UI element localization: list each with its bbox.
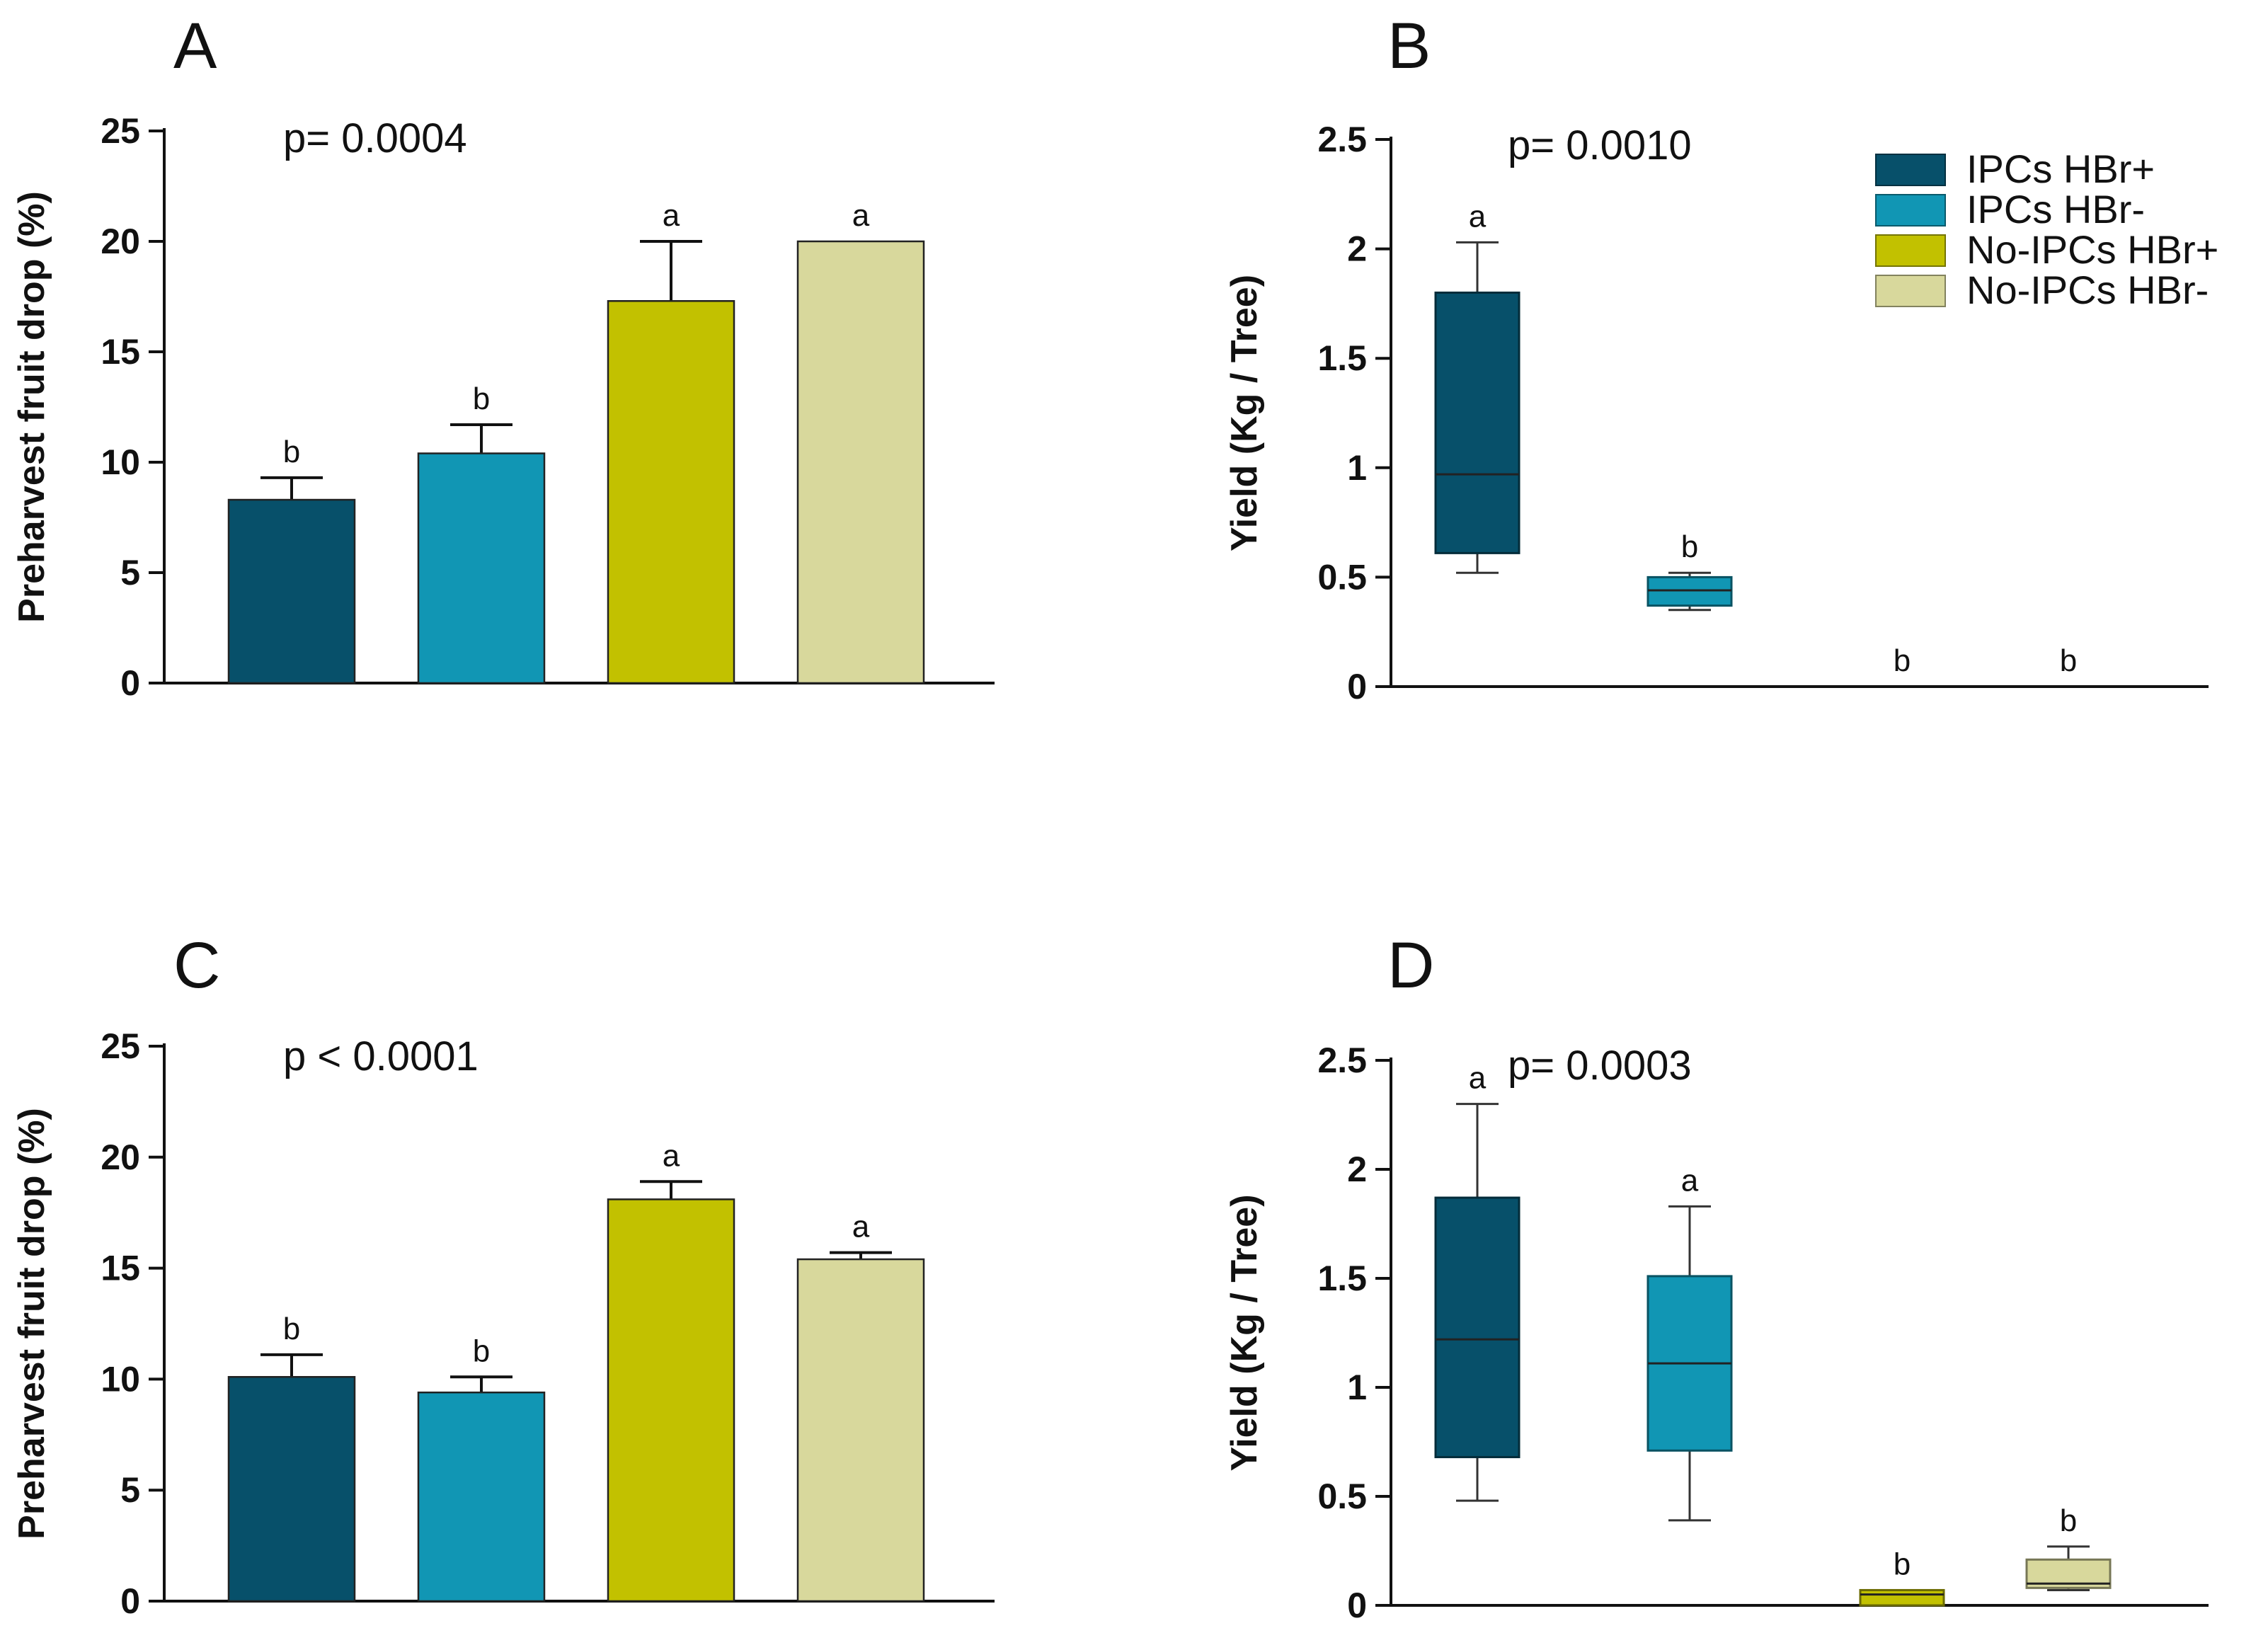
bar: [607, 299, 735, 684]
y-tick-label: 0: [120, 663, 140, 703]
legend-label: No-IPCs HBr+: [1966, 227, 2218, 272]
legend: IPCs HBr+IPCs HBr-No-IPCs HBr+No-IPCs HB…: [1875, 147, 2218, 312]
box: [1434, 1196, 1520, 1459]
y-tick-label: 15: [101, 332, 140, 372]
y-tick-label: 10: [101, 442, 140, 482]
y-tick-label: 25: [101, 1026, 140, 1066]
y-tick-label: 10: [101, 1359, 140, 1399]
legend-swatch: [1875, 194, 1946, 227]
y-tick-label: 2.5: [1317, 120, 1367, 159]
significance-letter: b: [1894, 1547, 1911, 1581]
significance-letter: a: [852, 1210, 870, 1244]
y-axis-label: Preharvest fruit drop (%): [11, 1108, 52, 1540]
p-value-text: p= 0.0004: [283, 115, 467, 161]
bar: [607, 1198, 735, 1603]
significance-letter: a: [1681, 1163, 1699, 1198]
significance-letter: b: [2060, 643, 2077, 678]
y-tick-label: 2.5: [1317, 1041, 1367, 1080]
box: [1859, 1588, 1945, 1607]
y-tick-label: 20: [101, 1137, 140, 1177]
significance-letter: b: [283, 1312, 300, 1346]
p-value-text: p= 0.0003: [1508, 1043, 1692, 1089]
significance-letter: a: [1469, 199, 1487, 234]
bar: [417, 452, 546, 684]
bar: [796, 1258, 925, 1603]
panel-letter: B: [1387, 10, 1431, 82]
y-axis-label: Yield (Kg / Tree): [1224, 1194, 1265, 1471]
bar: [227, 498, 356, 684]
y-tick-label: 20: [101, 222, 140, 261]
panel-letter: D: [1387, 929, 1434, 1002]
p-value-text: p= 0.0010: [1508, 122, 1692, 168]
y-tick-label: 0: [1347, 1586, 1367, 1625]
y-tick-label: 5: [120, 1470, 140, 1510]
panel-letter: A: [173, 10, 217, 82]
significance-letter: a: [852, 198, 870, 233]
significance-letter: a: [663, 198, 680, 233]
y-tick-label: 15: [101, 1249, 140, 1288]
legend-swatch: [1875, 275, 1946, 307]
legend-swatch: [1875, 234, 1946, 267]
bar: [417, 1391, 546, 1603]
legend-label: IPCs HBr-: [1966, 187, 2145, 231]
box: [1646, 575, 1733, 607]
y-tick-label: 5: [120, 553, 140, 592]
significance-letter: a: [663, 1138, 680, 1173]
y-axis-label: Yield (Kg / Tree): [1224, 275, 1265, 551]
significance-letter: b: [2060, 1503, 2077, 1538]
y-tick-label: 1: [1347, 1368, 1367, 1407]
y-tick-label: 0: [1347, 667, 1367, 706]
p-value-text: p < 0.0001: [283, 1033, 479, 1079]
bar: [227, 1376, 356, 1603]
y-tick-label: 25: [101, 111, 140, 151]
y-tick-label: 2: [1347, 229, 1367, 269]
panel-b: Bp= 0.0010 Yield (Kg / Tree) 0 0.5 1 1.5 2 2.5 a…: [1224, 10, 2209, 706]
significance-letter: b: [1681, 529, 1698, 564]
significance-letter: a: [1469, 1061, 1487, 1096]
panel-a: Ap= 0.0004 Preharvest fruit drop (%) 0 5 10 1…: [11, 10, 995, 703]
significance-letter: b: [1894, 643, 1911, 678]
y-tick-label: 2: [1347, 1150, 1367, 1189]
bar: [796, 240, 925, 684]
y-tick-label: 1.5: [1317, 338, 1367, 378]
legend-swatch: [1875, 154, 1946, 186]
panel-letter: C: [173, 929, 220, 1002]
y-tick-label: 0.5: [1317, 557, 1367, 597]
panel-d: Dp= 0.0003 Yield (Kg / Tree) 0 0.5 1 1.5 2 2.5 a…: [1224, 929, 2209, 1625]
y-tick-label: 0: [120, 1581, 140, 1621]
legend-label: No-IPCs HBr-: [1966, 268, 2209, 312]
box: [1434, 291, 1520, 554]
y-tick-label: 0.5: [1317, 1477, 1367, 1516]
y-tick-label: 1.5: [1317, 1259, 1367, 1298]
y-tick-label: 1: [1347, 448, 1367, 488]
legend-label: IPCs HBr+: [1966, 147, 2155, 191]
significance-letter: b: [473, 1334, 490, 1368]
y-axis-label: Preharvest fruit drop (%): [11, 191, 52, 623]
significance-letter: b: [473, 382, 490, 416]
significance-letter: b: [283, 435, 300, 469]
panel-c: Cp < 0.0001 Preharvest fruit drop (%) 0 5 10…: [11, 929, 995, 1621]
